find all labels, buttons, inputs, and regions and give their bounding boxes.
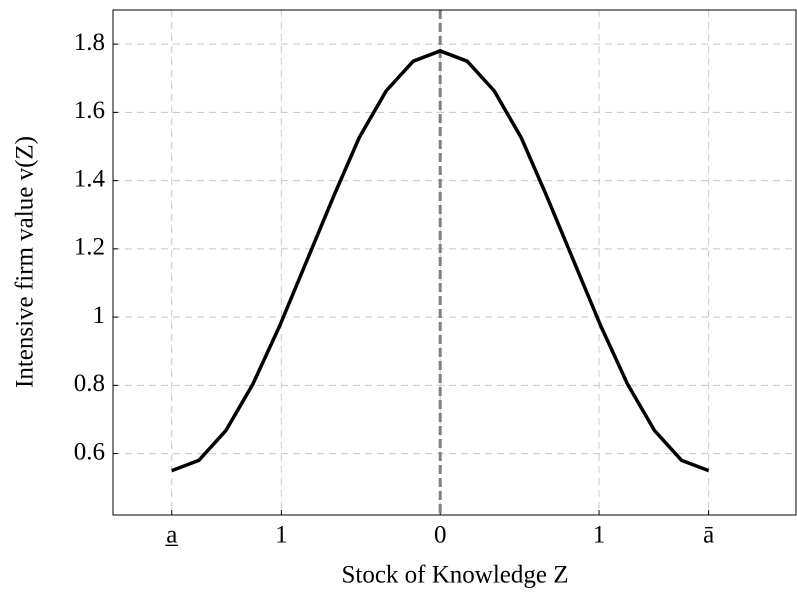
x-tick-label: 1 (275, 522, 288, 549)
y-tick-label: 0.6 (74, 438, 105, 465)
x-tick-label: a̲ (165, 522, 179, 549)
plot-frame (112, 9, 797, 516)
y-tick-label: 0.8 (74, 370, 105, 397)
y-tick-label: 1.2 (74, 234, 105, 261)
x-tick-label: 0 (434, 522, 447, 549)
y-tick-label: 1.6 (74, 97, 105, 124)
x-tick-label: ā (703, 522, 714, 549)
x-axis-title: Stock of Knowledge Z (341, 562, 568, 589)
y-axis-title: Intensive firm value v(Z) (12, 136, 39, 388)
y-tick-label: 1.4 (74, 165, 106, 192)
y-tick-label: 1 (93, 302, 106, 329)
data-line (171, 49, 710, 473)
x-tick-label: 1 (593, 522, 606, 549)
y-tick-label: 1.8 (74, 29, 105, 56)
